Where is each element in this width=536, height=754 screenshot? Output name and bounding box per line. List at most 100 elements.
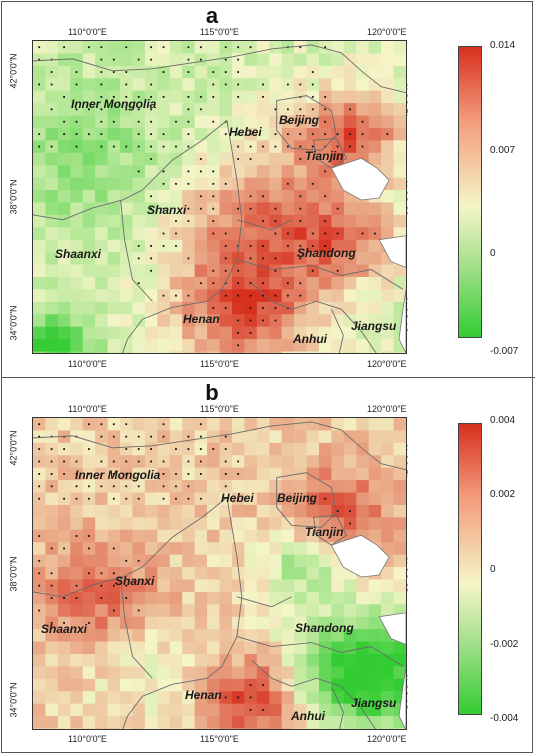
- raster-cell: [294, 716, 307, 729]
- raster-cell: [182, 418, 195, 431]
- raster-cell: [356, 591, 369, 605]
- raster-cell: [70, 604, 84, 618]
- raster-cell: [107, 289, 121, 303]
- raster-cell: [157, 567, 171, 580]
- significance-dot: [212, 95, 215, 98]
- significance-dot: [100, 472, 103, 475]
- raster-cell: [256, 326, 270, 340]
- raster-cell: [107, 678, 121, 692]
- raster-cell: [57, 314, 71, 327]
- raster-cell: [393, 517, 406, 531]
- raster-cell: [157, 53, 171, 67]
- raster-cell: [281, 616, 295, 630]
- raster-cell: [393, 467, 406, 481]
- significance-dot: [112, 609, 115, 612]
- raster-cell: [95, 239, 108, 253]
- significance-dot: [175, 120, 177, 123]
- raster-cell: [393, 504, 406, 518]
- raster-cell: [381, 214, 394, 228]
- raster-cell: [120, 641, 133, 655]
- raster-cell: [381, 202, 394, 216]
- significance-dot: [187, 108, 190, 111]
- raster-cell: [356, 653, 369, 667]
- raster-cell: [343, 604, 357, 618]
- raster-cell: [343, 301, 357, 315]
- significance-dot: [237, 133, 240, 136]
- raster-cell: [120, 653, 133, 667]
- raster-cell: [244, 629, 258, 642]
- raster-cell: [157, 252, 171, 265]
- raster-cell: [132, 529, 146, 543]
- raster-cell: [207, 653, 220, 667]
- raster-cell: [157, 351, 171, 353]
- significance-dot: [349, 108, 351, 111]
- raster-cell: [381, 480, 394, 493]
- raster-cell: [343, 276, 357, 290]
- raster-cell: [256, 115, 270, 129]
- significance-dot: [150, 448, 153, 450]
- province-label: Beijing: [279, 113, 320, 127]
- raster-cell: [331, 276, 345, 290]
- raster-cell: [120, 517, 133, 531]
- raster-cell: [82, 289, 96, 303]
- raster-cell: [393, 115, 406, 129]
- significance-dot: [112, 497, 115, 500]
- raster-cell: [368, 529, 382, 543]
- raster-cell: [157, 703, 171, 717]
- raster-cell: [45, 703, 59, 717]
- raster-cell: [269, 65, 282, 79]
- raster-cell: [107, 276, 121, 290]
- raster-cell: [45, 214, 59, 228]
- raster-cell: [95, 276, 108, 290]
- significance-dot: [262, 307, 264, 309]
- raster-cell: [95, 165, 108, 178]
- raster-cell: [107, 554, 121, 568]
- raster-cell: [144, 351, 158, 353]
- significance-dot: [150, 435, 153, 438]
- raster-cell: [244, 467, 258, 481]
- significance-dot: [75, 120, 78, 123]
- raster-cell: [144, 492, 158, 506]
- raster-cell: [381, 641, 394, 655]
- raster-cell: [107, 165, 121, 178]
- raster-cell: [132, 41, 146, 54]
- raster-cell: [393, 579, 406, 593]
- significance-dot: [262, 145, 264, 148]
- raster-cell: [132, 666, 146, 680]
- raster-cell: [306, 430, 320, 444]
- raster-cell: [294, 542, 307, 555]
- raster-cell: [95, 152, 108, 166]
- raster-cell: [82, 629, 96, 642]
- raster-cell: [194, 591, 208, 605]
- raster-cell: [256, 554, 270, 568]
- raster-cell: [381, 152, 394, 166]
- raster-cell: [356, 455, 369, 468]
- raster-cell: [207, 716, 220, 729]
- significance-dot: [150, 108, 153, 111]
- colorbar-tick: 0.004: [490, 415, 516, 426]
- raster-cell: [318, 629, 332, 642]
- raster-cell: [82, 604, 96, 618]
- significance-dot: [212, 195, 215, 198]
- raster-cell: [269, 418, 282, 431]
- raster-cell: [318, 554, 332, 568]
- province-boundary: [330, 686, 344, 729]
- significance-dot: [112, 58, 115, 61]
- raster-cell: [318, 53, 332, 67]
- raster-cell: [107, 78, 121, 91]
- raster-cell: [169, 65, 183, 79]
- raster-cell: [231, 301, 245, 315]
- raster-cell: [45, 239, 59, 253]
- province-label: Anhui: [291, 709, 325, 723]
- significance-dot: [274, 133, 277, 136]
- raster-cell: [57, 529, 71, 543]
- raster-cell: [244, 103, 258, 116]
- raster-cell: [368, 78, 382, 91]
- raster-cell: [269, 666, 282, 680]
- raster-cell: [294, 554, 307, 568]
- raster-cell: [33, 542, 46, 555]
- raster-cell: [331, 190, 345, 203]
- significance-dot: [38, 535, 41, 537]
- raster-cell: [169, 202, 183, 216]
- raster-cell: [343, 227, 357, 241]
